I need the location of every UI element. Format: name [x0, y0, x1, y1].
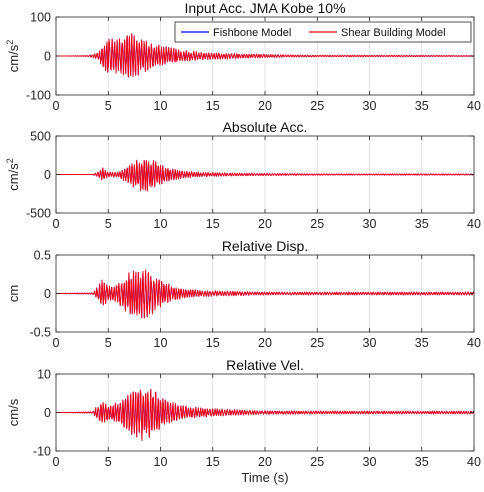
y-axis-label-superscript: 2 — [5, 158, 15, 163]
x-tick-label: 30 — [363, 217, 377, 231]
x-tick-label: 10 — [154, 336, 168, 350]
x-tick-label: 40 — [467, 336, 481, 350]
x-tick-label: 35 — [415, 336, 429, 350]
x-tick-label: 20 — [258, 217, 272, 231]
x-tick-label: 30 — [363, 455, 377, 469]
legend-label-1: Fishbone Model — [213, 27, 291, 39]
x-tick-label: 15 — [206, 336, 220, 350]
x-tick-label: 15 — [206, 99, 220, 113]
x-tick-label: 0 — [53, 99, 60, 113]
y-tick-label: 500 — [30, 130, 51, 144]
y-tick-label: 0 — [44, 406, 51, 420]
x-tick-label: 5 — [105, 99, 112, 113]
series-line-shear-building-panel-2 — [55, 159, 475, 192]
x-tick-label: 20 — [258, 336, 272, 350]
panel-title: Relative Vel. — [226, 357, 304, 373]
y-axis-label-unit: cm — [6, 285, 21, 302]
x-tick-label: 25 — [310, 336, 324, 350]
x-tick-label: 30 — [363, 99, 377, 113]
x-tick-label: 40 — [467, 99, 481, 113]
x-tick-label: 10 — [154, 217, 168, 231]
panel-title: Absolute Acc. — [223, 119, 308, 135]
x-tick-label: 5 — [105, 217, 112, 231]
y-tick-label: -500 — [26, 207, 51, 221]
x-tick-label: 10 — [154, 455, 168, 469]
x-tick-label: 25 — [310, 455, 324, 469]
y-tick-label: -10 — [33, 445, 51, 459]
y-axis-label: cm/s2 — [5, 158, 21, 190]
x-tick-label: 15 — [206, 455, 220, 469]
x-tick-label: 0 — [53, 336, 60, 350]
x-axis-label: Time (s) — [241, 470, 288, 485]
x-tick-label: 35 — [415, 455, 429, 469]
panel-title: Input Acc. JMA Kobe 10% — [184, 0, 345, 16]
x-tick-label: 0 — [53, 217, 60, 231]
y-tick-label: 0 — [44, 287, 51, 301]
y-axis-label-unit: cm/s — [6, 44, 21, 72]
x-tick-label: 5 — [105, 336, 112, 350]
x-tick-label: 0 — [53, 455, 60, 469]
x-tick-label: 15 — [206, 217, 220, 231]
series-line-shear-building-panel-4 — [55, 388, 475, 441]
x-tick-label: 30 — [363, 336, 377, 350]
x-tick-label: 20 — [258, 99, 272, 113]
y-tick-label: 0.5 — [34, 249, 51, 263]
y-axis-label-superscript: 2 — [5, 40, 15, 45]
y-axis-label: cm/s2 — [5, 40, 21, 72]
y-axis-label: cm/s — [6, 398, 21, 426]
y-tick-label: -0.5 — [29, 326, 51, 340]
x-tick-label: 35 — [415, 99, 429, 113]
panel-title: Relative Disp. — [222, 238, 308, 254]
x-tick-label: 20 — [258, 455, 272, 469]
x-tick-label: 25 — [310, 99, 324, 113]
y-axis-label-unit: cm/s — [6, 163, 21, 191]
y-tick-label: -100 — [26, 89, 51, 103]
x-tick-label: 5 — [105, 455, 112, 469]
y-axis-label-unit: cm/s — [6, 398, 21, 426]
series-line-shear-building-panel-1 — [55, 33, 475, 78]
x-tick-label: 35 — [415, 217, 429, 231]
x-tick-label: 10 — [154, 99, 168, 113]
x-tick-label: 40 — [467, 455, 481, 469]
y-tick-label: 0 — [44, 50, 51, 64]
x-tick-label: 25 — [310, 217, 324, 231]
y-tick-label: 100 — [30, 11, 51, 25]
y-tick-label: 0 — [44, 168, 51, 182]
y-tick-label: 10 — [37, 368, 51, 382]
x-tick-label: 40 — [467, 217, 481, 231]
legend-label-2: Shear Building Model — [341, 27, 446, 39]
series-line-shear-building-panel-3 — [55, 269, 475, 319]
y-axis-label: cm — [6, 285, 21, 302]
